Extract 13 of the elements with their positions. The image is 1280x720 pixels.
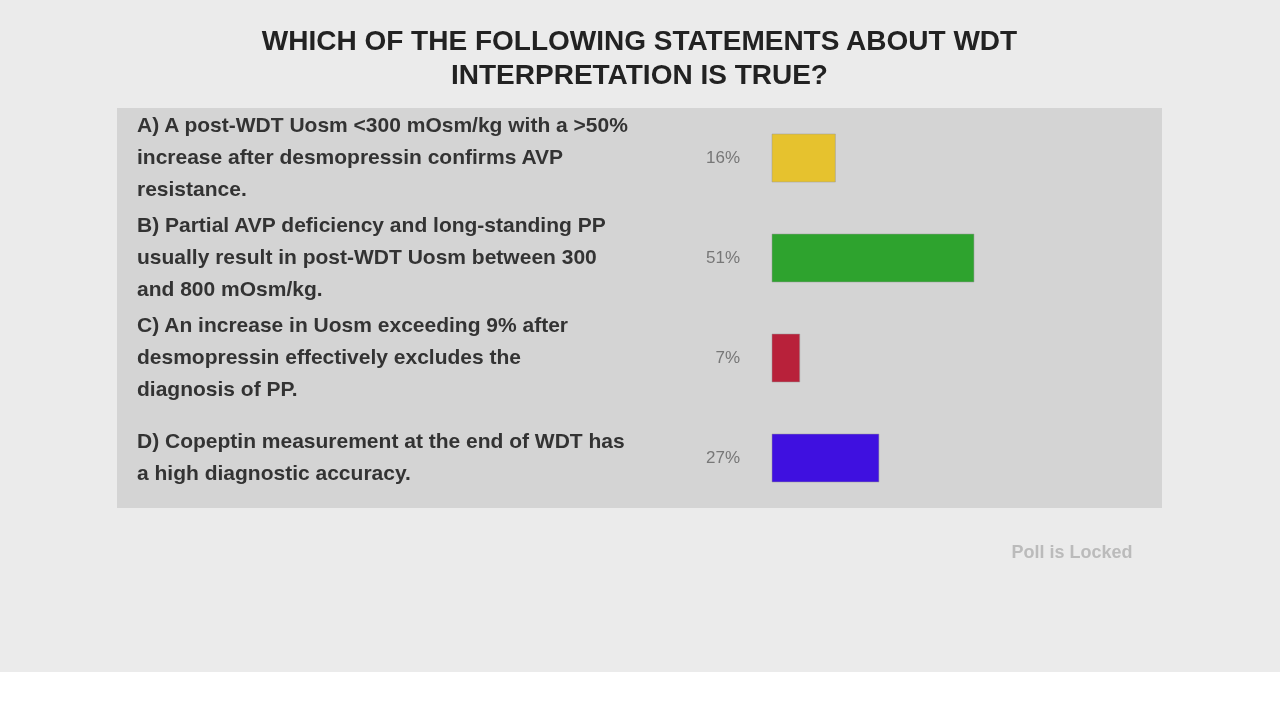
- data-label: 16%: [705, 148, 740, 167]
- chart-title: WHICH OF THE FOLLOWING STATEMENTS ABOUT WDT INTERPRETATION IS TRUE?: [261, 25, 1018, 90]
- bar: [771, 233, 975, 283]
- y-tick-label: A) A post-WDT Uosm <300 mOsm/kg with a >50% increase after desmopressin confirms AVP resistance.: [137, 113, 629, 200]
- y-tick-label: D) Copeptin measurement at the end of WDT has a high diagnostic accuracy.: [137, 429, 625, 484]
- bar: [771, 133, 836, 183]
- data-label: 27%: [705, 448, 740, 467]
- y-tick-label: C) An increase in Uosm exceeding 9% after desmopressin effectively excludes the diagnosis of PP.: [137, 313, 569, 400]
- data-label: 7%: [715, 348, 740, 367]
- data-label: 51%: [705, 248, 740, 267]
- bar: [771, 333, 800, 383]
- bar: [771, 433, 880, 483]
- y-tick-label: B) Partial AVP deficiency and long-standing PP usually result in post-WDT Uosm between 300 and 800 mOsm/kg.: [137, 213, 606, 300]
